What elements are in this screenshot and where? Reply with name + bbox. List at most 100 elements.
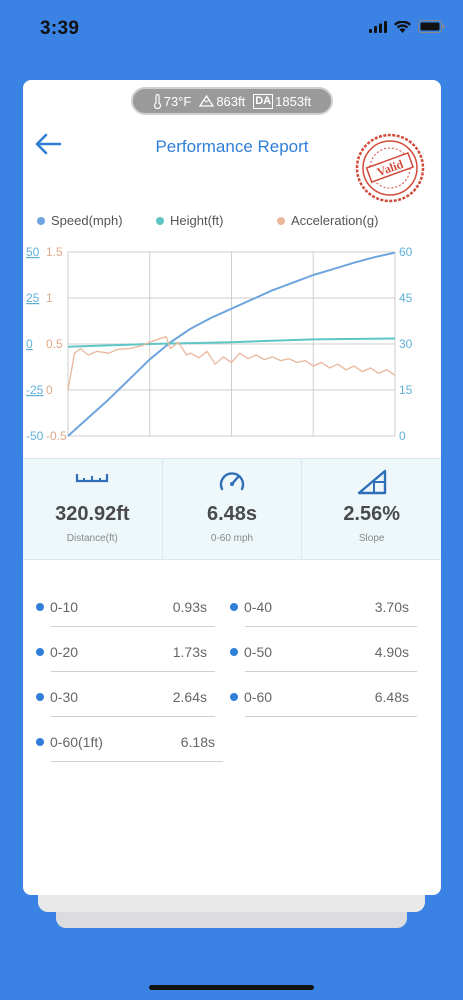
legend-label-speed: Speed(mph) [51,213,123,228]
header: Performance Report [23,124,441,164]
split-dot [36,693,44,701]
split-item: 0-30 2.64s [23,677,215,717]
battery-icon [418,20,445,33]
acceleration-axis-tick: 1 [46,291,53,305]
split-divider [51,671,215,672]
split-label: 0-10 [50,599,79,615]
stat-slope-label: Slope [358,533,385,544]
split-item: 0-10 0.93s [23,587,215,627]
cellular-signal-icon [369,20,387,33]
performance-card: Performance Report Valid Speed(mph) Heig… [23,80,441,895]
split-item: 0-40 3.70s [217,587,417,627]
right-axis-tick: 60 [399,245,413,259]
status-time: 3:39 [40,18,80,39]
page-title: Performance Report [155,137,309,156]
legend-dot-acceleration [277,216,285,225]
split-label: 0-40 [244,599,273,615]
split-dot [230,648,238,656]
thermometer-icon [153,93,161,109]
speed-axis-tick: 0 [26,337,33,351]
stat-zero-sixty: 6.48s 0-60 mph [161,459,302,559]
split-divider [245,626,417,627]
temperature-reading: 73°F [153,93,192,109]
temperature-value: 73°F [163,93,192,109]
right-axis-tick: 0 [399,429,406,440]
split-item: 0-50 4.90s [217,632,417,672]
series-line-0 [67,251,396,437]
da-badge: DA [253,93,274,109]
speedometer-icon [219,472,245,491]
split-value: 3.70s [374,599,409,615]
split-value: 6.18s [180,734,215,750]
acceleration-axis-tick: 0 [46,383,53,397]
wifi-icon [394,20,411,33]
legend-item-height: Height(ft) [156,213,223,228]
acceleration-axis-tick: 0.5 [46,337,63,351]
legend-dot-height [156,216,164,225]
split-label: 0-50 [244,644,273,660]
stat-slope: 2.56% Slope [301,459,441,559]
split-dot [36,738,44,746]
series-line-1 [67,337,396,348]
split-label: 0-30 [50,689,79,705]
legend-label-acceleration: Acceleration(g) [291,213,379,228]
split-dot [36,603,44,611]
speed-axis-tick: -25 [26,383,44,397]
split-value: 1.73s [172,644,207,660]
status-icons [369,20,445,33]
split-dot [230,693,238,701]
density-altitude-reading: DA 1853ft [253,93,312,109]
back-button[interactable] [33,130,63,158]
speed-axis-tick: -50 [26,429,44,440]
split-divider [245,671,417,672]
split-value: 6.48s [374,689,409,705]
ruler-icon [76,474,109,483]
stats-row: 320.92ft Distance(ft) 6.48s 0-60 mph 2.5… [23,458,441,560]
slope-icon [357,469,386,495]
speed-axis-tick: 25 [26,291,40,305]
series-line-2 [67,335,396,391]
stat-distance: 320.92ft Distance(ft) [23,459,162,559]
split-divider [51,626,215,627]
stat-distance-label: Distance(ft) [66,533,118,544]
split-value: 4.90s [374,644,409,660]
valid-stamp-icon: Valid [355,133,425,203]
split-item: 0-60 6.48s [217,677,417,717]
right-axis-tick: 15 [399,383,413,397]
legend-item-acceleration: Acceleration(g) [277,213,378,228]
stat-zero-sixty-label: 0-60 mph [210,533,254,544]
acceleration-axis-tick: 1.5 [46,245,63,259]
split-label: 0-20 [50,644,79,660]
altitude-value: 863ft [216,93,246,109]
stat-distance-value: 320.92ft [55,503,130,525]
split-divider [51,716,215,717]
split-dot [36,648,44,656]
split-divider [51,761,223,762]
legend-item-speed: Speed(mph) [37,213,123,228]
split-value: 2.64s [172,689,207,705]
right-axis-tick: 45 [399,291,413,305]
stat-slope-value: 2.56% [343,503,401,525]
home-indicator [149,985,314,990]
split-label: 0-60(1ft) [50,734,103,750]
altitude-reading: 863ft [199,94,245,109]
acceleration-axis-tick: -0.5 [46,429,67,440]
back-arrow-icon [35,133,62,155]
mountain-icon [199,95,215,107]
density-altitude-value: 1853ft [275,93,312,109]
speed-axis-tick: 50 [26,245,40,259]
split-item: 0-20 1.73s [23,632,215,672]
status-bar: 3:39 [0,0,463,56]
chart-grid [67,251,396,437]
split-value: 0.93s [172,599,207,615]
chart-lines [67,251,396,437]
environment-pill: 73°F 863ft DA 1853ft [131,87,333,115]
stat-zero-sixty-value: 6.48s [206,503,258,525]
split-divider [245,716,417,717]
chart-legend: Speed(mph) Height(ft) Acceleration(g) [37,213,437,233]
split-dot [230,603,238,611]
split-item: 0-60(1ft) 6.18s [23,722,223,762]
legend-dot-speed [37,216,45,225]
